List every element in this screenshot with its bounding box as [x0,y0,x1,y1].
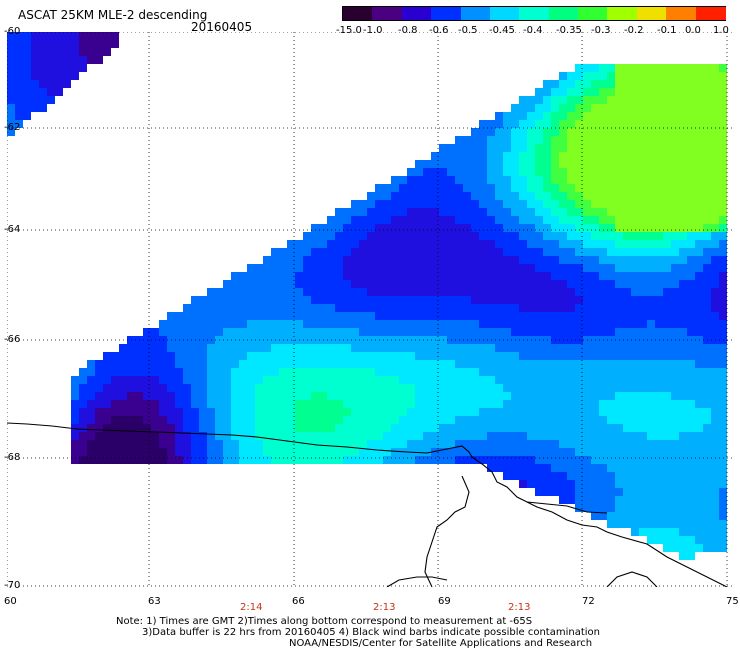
colorbar-swatch [460,7,491,20]
lon-label: 60 [4,596,17,607]
colorbar-label: -0.5 [458,25,478,36]
note-line-2: 3)Data buffer is 22 hrs from 20160405 4)… [142,627,600,638]
colorbar-swatch [695,7,726,20]
lat-label: -64 [4,224,21,235]
pass-time: 2:13 [508,602,531,613]
colorbar-label: -0.3 [591,25,611,36]
coastline [7,422,728,587]
note-line-3: NOAA/NESDIS/Center for Satellite Applica… [289,638,593,649]
lat-label: -66 [4,334,21,345]
swath-data [7,32,727,560]
colorbar-label: -1.0 [363,25,383,36]
colorbar-label: -0.2 [624,25,644,36]
map-title: ASCAT 25KM MLE-2 descending [18,8,208,22]
colorbar-swatch [431,7,462,20]
grid-lines [7,32,735,587]
colorbar-label: -0.4 [523,25,543,36]
lat-label: -60 [4,26,21,37]
lat-label: -62 [4,122,21,133]
colorbar-label: -15.0 [336,25,362,36]
lon-label: 69 [438,596,451,607]
colorbar-swatch [666,7,697,20]
colorbar-label: -0.6 [429,25,449,36]
colorbar-swatch [578,7,609,20]
colorbar-label: -0.1 [657,25,677,36]
map-date: 20160405 [191,20,253,34]
wind-map [7,32,735,587]
colorbar-swatch [343,7,373,20]
colorbar-swatch [548,7,579,20]
colorbar-label: -0.45 [489,25,515,36]
colorbar-label: 1.0 [713,25,729,36]
colorbar-swatch [489,7,520,20]
lon-label: 72 [582,596,595,607]
colorbar-swatch [372,7,403,20]
lon-label: 63 [148,596,161,607]
colorbar-swatch [607,7,638,20]
colorbar-label: -0.8 [398,25,418,36]
colorbar-swatch [401,7,432,20]
colorbar [342,6,726,21]
lon-label: 66 [292,596,305,607]
colorbar-swatch [636,7,667,20]
colorbar-label: 0.0 [685,25,701,36]
pass-time: 2:14 [240,602,263,613]
colorbar-swatch [519,7,550,20]
note-line-1: Note: 1) Times are GMT 2)Times along bot… [116,616,533,627]
lat-label: -68 [4,452,21,463]
lat-label: -70 [4,580,21,591]
colorbar-label: -0.35 [556,25,582,36]
lon-label: 75 [726,596,739,607]
pass-time: 2:13 [373,602,396,613]
